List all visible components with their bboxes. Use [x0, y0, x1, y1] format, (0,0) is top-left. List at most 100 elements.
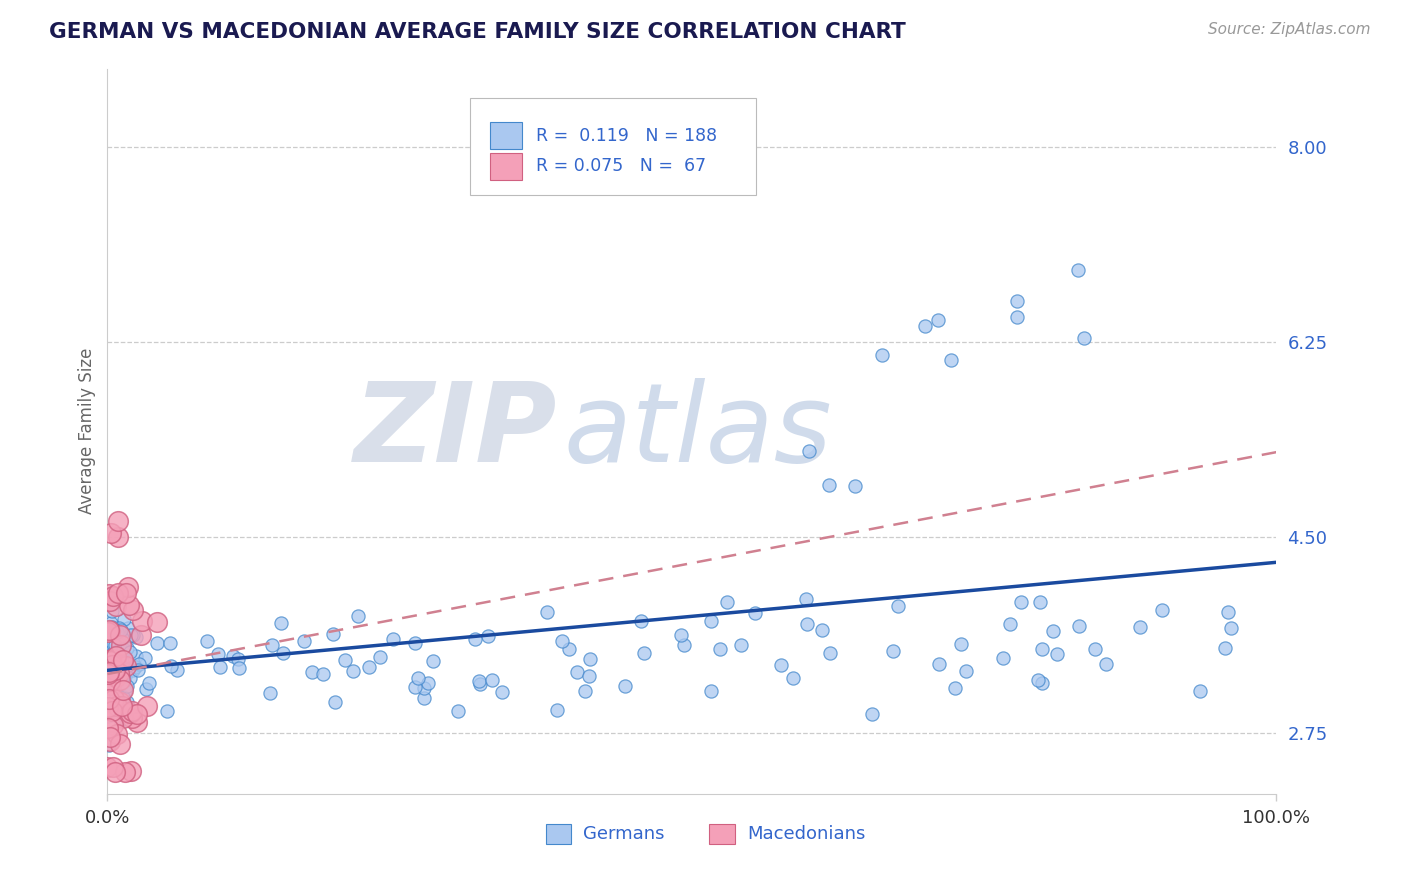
Point: [104, 649, 127, 664]
Point: [558, 642, 581, 657]
Point: [127, 706, 149, 721]
Point: [117, 580, 139, 594]
Point: [127, 663, 149, 677]
Point: [699, 614, 721, 628]
Point: [97, 675, 120, 690]
Point: [546, 703, 568, 717]
Point: [271, 646, 294, 660]
Point: [115, 640, 138, 655]
Point: [943, 681, 966, 695]
Point: [107, 514, 129, 528]
Point: [108, 688, 131, 702]
Point: [98, 734, 121, 748]
Point: [950, 637, 973, 651]
Point: [416, 675, 439, 690]
Point: [744, 606, 766, 620]
Point: [145, 615, 167, 630]
Point: [101, 630, 124, 644]
Point: [413, 690, 436, 705]
Point: [105, 679, 128, 693]
Point: [536, 605, 558, 619]
Point: [107, 727, 129, 741]
Point: [1031, 641, 1053, 656]
Point: [115, 679, 138, 693]
FancyBboxPatch shape: [470, 97, 756, 195]
Point: [97, 662, 120, 676]
Point: [98, 738, 121, 752]
Point: [630, 614, 652, 628]
Point: [97, 640, 120, 655]
Point: [111, 690, 134, 704]
FancyBboxPatch shape: [489, 153, 523, 180]
Point: [98, 699, 121, 714]
Point: [1129, 620, 1152, 634]
Point: [104, 631, 127, 645]
Point: [100, 652, 122, 666]
Point: [105, 662, 128, 676]
Point: [114, 764, 136, 779]
Point: [112, 653, 135, 667]
Point: [129, 628, 152, 642]
Point: [97, 666, 120, 681]
Point: [103, 665, 125, 680]
Point: [669, 628, 692, 642]
Point: [794, 592, 817, 607]
Point: [134, 650, 156, 665]
Point: [118, 599, 141, 613]
Point: [574, 684, 596, 698]
Text: R = 0.075   N =  67: R = 0.075 N = 67: [537, 158, 707, 176]
Point: [101, 604, 124, 618]
Point: [565, 665, 588, 680]
Point: [110, 638, 132, 652]
Point: [105, 670, 128, 684]
Point: [481, 673, 503, 687]
Point: [101, 595, 124, 609]
Text: R =  0.119   N = 188: R = 0.119 N = 188: [537, 127, 717, 145]
Point: [114, 684, 136, 698]
Point: [209, 660, 232, 674]
Point: [104, 672, 127, 686]
Point: [108, 701, 131, 715]
Point: [112, 669, 135, 683]
Point: [125, 648, 148, 663]
Point: [413, 681, 436, 695]
Point: [121, 704, 143, 718]
Point: [97, 709, 120, 723]
Point: [1031, 676, 1053, 690]
Point: [97, 632, 120, 647]
Point: [101, 657, 124, 672]
Point: [730, 638, 752, 652]
Point: [97, 623, 120, 637]
Point: [97, 700, 120, 714]
Point: [1066, 263, 1088, 277]
Point: [108, 621, 131, 635]
Point: [135, 698, 157, 713]
Point: [104, 673, 127, 688]
Point: [342, 665, 364, 679]
Point: [1026, 673, 1049, 688]
Text: Macedonians: Macedonians: [747, 825, 865, 843]
Point: [114, 712, 136, 726]
Point: [100, 638, 122, 652]
Point: [103, 637, 125, 651]
Point: [579, 652, 602, 666]
Point: [107, 530, 129, 544]
Point: [156, 704, 179, 718]
Point: [207, 647, 229, 661]
Point: [145, 636, 167, 650]
Point: [939, 353, 962, 368]
Point: [97, 624, 120, 639]
Point: [114, 669, 136, 683]
Point: [1213, 640, 1236, 655]
Point: [104, 630, 127, 644]
Point: [1084, 641, 1107, 656]
Point: [404, 635, 426, 649]
Point: [100, 526, 122, 541]
Point: [118, 706, 141, 720]
Point: [96, 760, 118, 774]
Point: [810, 624, 832, 638]
Point: [928, 657, 950, 671]
Point: [112, 665, 135, 680]
Point: [121, 603, 143, 617]
Point: [104, 692, 127, 706]
